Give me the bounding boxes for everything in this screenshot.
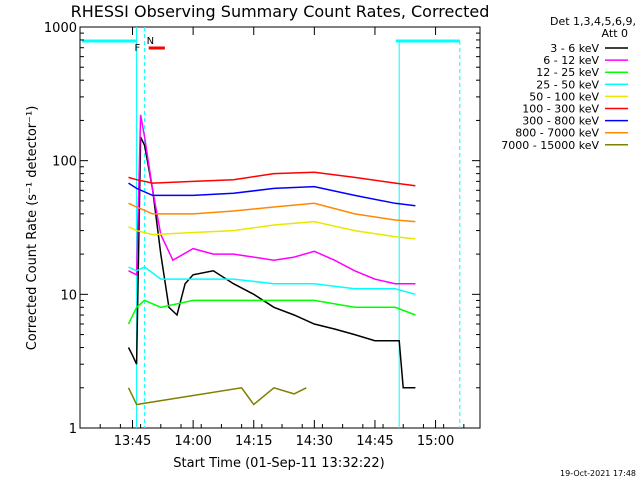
series-line-0 xyxy=(127,136,416,389)
y-axis-label: Corrected Count Rate (s⁻¹ detector⁻¹) xyxy=(25,106,40,351)
x-tick-label-3: 14:30 xyxy=(296,434,333,449)
legend-label-3: 25 - 50 keV xyxy=(536,78,599,91)
series-line-7 xyxy=(128,202,416,223)
series-line-3 xyxy=(128,266,416,296)
series-line-4 xyxy=(128,220,416,240)
legend-header-line-1: Det 1,3,4,5,6,9, xyxy=(550,15,636,28)
series-line-1 xyxy=(128,114,416,285)
footer-timestamp: 19-Oct-2021 17:48 xyxy=(560,469,636,478)
flag-n: N xyxy=(147,36,154,47)
y-tick-label-3: 1000 xyxy=(44,21,77,36)
series-group xyxy=(127,114,416,406)
axes-group xyxy=(79,26,481,429)
series-line-2 xyxy=(127,299,416,325)
y-tick-label-2: 100 xyxy=(52,155,77,170)
x-tick-label-0: 13:45 xyxy=(114,434,151,449)
legend-label-7: 800 - 7000 keV xyxy=(515,127,599,140)
chart-title: RHESSI Observing Summary Count Rates, Co… xyxy=(71,2,490,21)
x-axis-label: Start Time (01-Sep-11 13:32:22) xyxy=(173,456,384,471)
legend-label-4: 50 - 100 keV xyxy=(529,90,599,103)
legend-header-line-2: Att 0 xyxy=(602,27,628,40)
series-line-6 xyxy=(128,182,416,207)
series-line-5 xyxy=(128,171,416,187)
series-line-8 xyxy=(127,386,307,406)
x-tick-label-5: 15:00 xyxy=(417,434,454,449)
x-tick-label-1: 14:00 xyxy=(174,434,211,449)
plot-frame xyxy=(79,26,481,429)
y-tick-label-0: 1 xyxy=(69,422,77,437)
legend-label-1: 6 - 12 keV xyxy=(543,54,599,67)
legend-label-2: 12 - 25 keV xyxy=(536,66,599,79)
flag-f: F xyxy=(135,43,141,54)
legend-label-8: 7000 - 15000 keV xyxy=(501,139,599,152)
y-tick-label-1: 10 xyxy=(60,288,77,303)
legend-label-6: 300 - 800 keV xyxy=(522,115,599,128)
x-tick-label-2: 14:15 xyxy=(235,434,272,449)
x-tick-label-4: 14:45 xyxy=(356,434,393,449)
legend-label-5: 100 - 300 keV xyxy=(522,103,599,116)
ticks-group: 13:45 14:00 14:15 14:30 14:45 15:00 1 10 100 1000 xyxy=(44,21,480,449)
legend-label-0: 3 - 6 keV xyxy=(550,42,599,55)
